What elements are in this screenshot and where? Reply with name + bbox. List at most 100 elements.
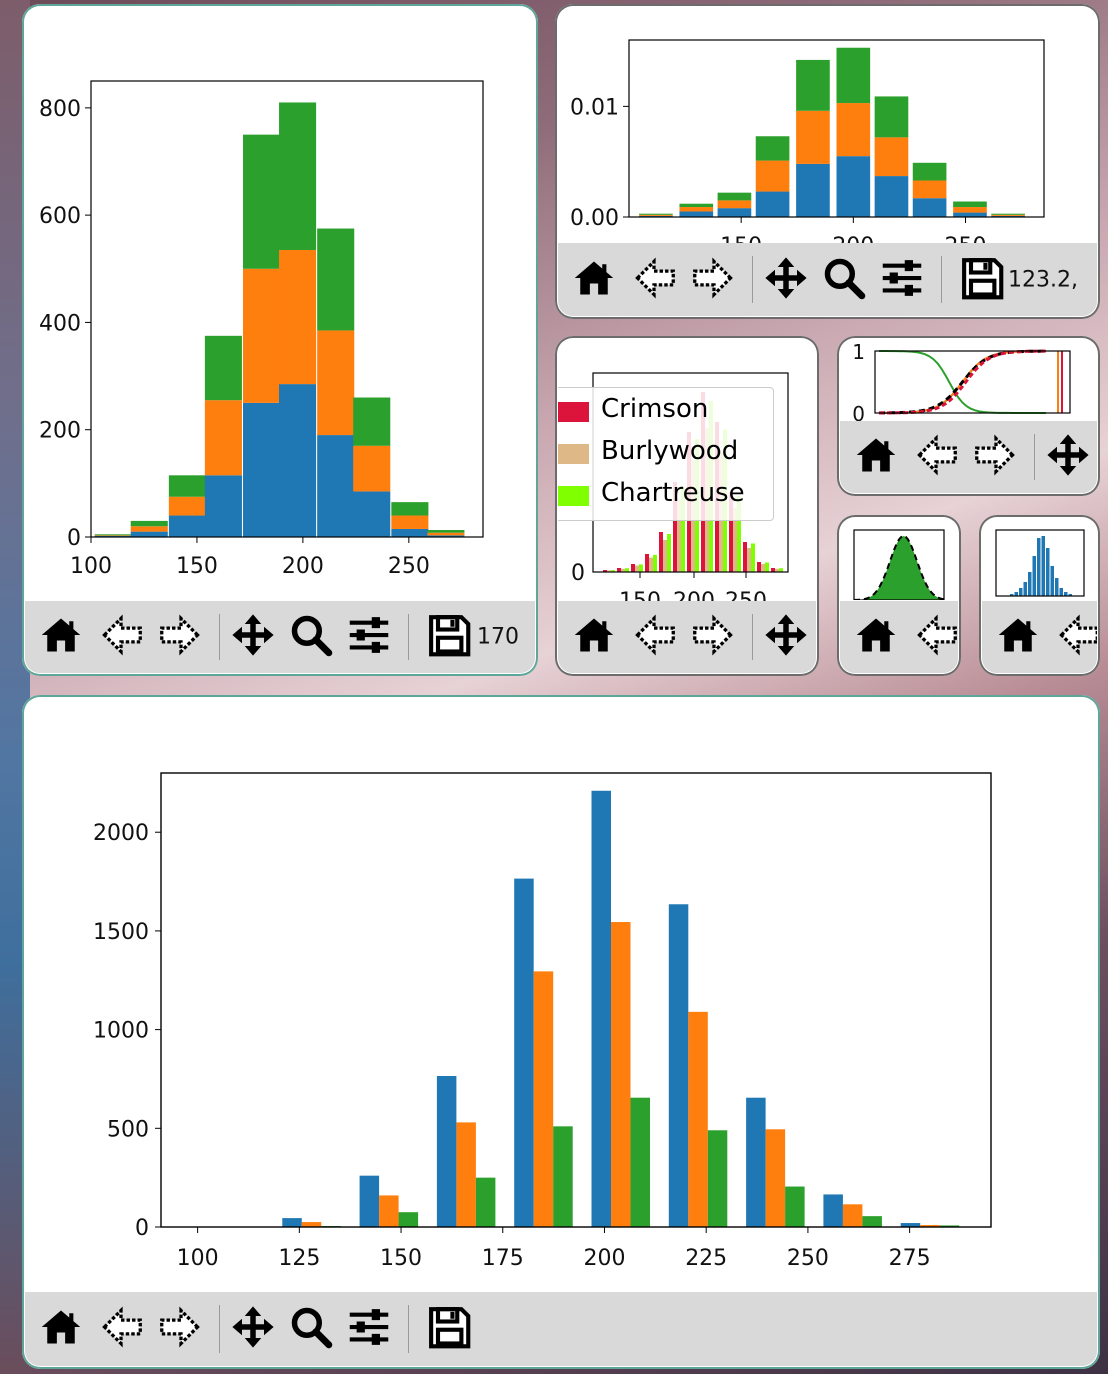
figure-window-legend-bars[interactable]: 0 150 200 250 Crimson Burlywood Chartreuse <box>555 336 819 676</box>
x-tick-label: 275 <box>889 1246 931 1271</box>
bar <box>667 534 671 572</box>
home-icon[interactable] <box>854 433 898 481</box>
back-arrow-icon[interactable] <box>99 613 143 661</box>
save-icon[interactable] <box>960 256 1004 304</box>
histogram-bar <box>611 922 631 1227</box>
legend-label: Chartreuse <box>601 478 745 508</box>
navigation-toolbar <box>840 601 958 673</box>
zoom-icon[interactable] <box>289 613 333 661</box>
histogram-bar <box>912 198 947 217</box>
forward-arrow-icon[interactable] <box>692 613 736 661</box>
y-tick-label: 0 <box>67 526 81 551</box>
home-icon[interactable] <box>39 1305 83 1353</box>
forward-arrow-icon[interactable] <box>159 613 203 661</box>
back-arrow-icon[interactable] <box>914 613 958 661</box>
histogram-bar <box>836 103 871 157</box>
pan-icon[interactable] <box>764 256 808 304</box>
back-arrow-icon[interactable] <box>632 613 676 661</box>
y-tick-label: 0.01 <box>570 95 619 120</box>
x-tick-label: 200 <box>673 589 715 601</box>
histogram-bar <box>679 207 714 212</box>
forward-arrow-icon[interactable] <box>692 256 736 304</box>
bar <box>659 532 663 572</box>
histogram-bar <box>427 535 465 537</box>
histogram-bar <box>1041 536 1045 596</box>
figure-window-density-histogram[interactable]: 0.00 0.01 150 200 250 123.2, <box>555 4 1100 319</box>
histogram-bar <box>317 228 355 331</box>
home-icon[interactable] <box>39 613 83 661</box>
y-tick-label: 400 <box>39 311 81 336</box>
figure-window-filled-density[interactable] <box>837 515 961 676</box>
histogram-bar <box>836 47 871 104</box>
histogram-bar <box>204 335 242 401</box>
histogram-bar <box>456 1122 476 1227</box>
histogram-bar <box>912 162 947 181</box>
toolbar-separator <box>408 1305 409 1353</box>
back-arrow-icon[interactable] <box>1056 613 1097 661</box>
pan-icon[interactable] <box>1046 433 1090 481</box>
histogram-bar <box>379 1195 399 1227</box>
pan-icon[interactable] <box>231 613 275 661</box>
legend-swatch-crimson <box>558 402 589 422</box>
histogram-bar <box>755 160 790 192</box>
configure-subplots-icon[interactable] <box>347 1305 391 1353</box>
configure-subplots-icon[interactable] <box>347 613 391 661</box>
y-tick-label: 1 <box>852 340 865 364</box>
zoom-icon[interactable] <box>822 256 866 304</box>
bar <box>625 568 629 572</box>
histogram-bar <box>130 520 168 527</box>
bar <box>729 492 733 572</box>
histogram-bar <box>796 110 830 164</box>
home-icon[interactable] <box>854 613 898 661</box>
histogram-bar <box>168 475 206 497</box>
bar <box>747 548 751 572</box>
configure-subplots-icon[interactable] <box>880 256 924 304</box>
plot-frame <box>628 39 1045 218</box>
figure-window-stacked-histogram[interactable]: 0 200 400 600 800 100 150 200 250 170 <box>22 4 538 676</box>
forward-arrow-icon[interactable] <box>974 433 1018 481</box>
histogram-bar <box>1019 588 1023 596</box>
y-tick-label: 0 <box>571 561 585 586</box>
x-tick-label: 100 <box>70 554 112 579</box>
bar <box>761 564 765 572</box>
histogram-bar <box>765 1129 786 1227</box>
pan-icon[interactable] <box>231 1305 275 1353</box>
save-icon[interactable] <box>427 613 471 661</box>
histogram-bar <box>168 515 206 537</box>
figure-window-grouped-histogram[interactable]: 0 500 1000 1500 2000 100 125 150 175 200 225 250 275 <box>22 695 1100 1369</box>
histogram-bar <box>953 212 987 217</box>
toolbar-separator <box>219 1305 220 1353</box>
home-icon[interactable] <box>572 256 616 304</box>
histogram-bar <box>1037 538 1041 596</box>
save-icon[interactable] <box>427 1305 471 1353</box>
y-tick-label: 800 <box>39 97 81 122</box>
back-arrow-icon[interactable] <box>914 433 958 481</box>
forward-arrow-icon[interactable] <box>159 1305 203 1353</box>
chart-legend: Crimson Burlywood Chartreuse <box>558 387 774 521</box>
histogram-bar <box>679 211 714 217</box>
histogram-bar <box>130 531 168 537</box>
histogram-bar <box>243 134 281 269</box>
histogram-bar <box>317 435 355 537</box>
home-icon[interactable] <box>572 613 616 661</box>
x-tick-label: 100 <box>177 1246 219 1271</box>
histogram-bar <box>717 208 752 217</box>
histogram-bar <box>427 530 465 533</box>
back-arrow-icon[interactable] <box>632 256 676 304</box>
navigation-toolbar <box>982 601 1097 673</box>
zoom-icon[interactable] <box>289 1305 333 1353</box>
pan-icon[interactable] <box>764 613 808 661</box>
histogram-bar <box>130 526 168 532</box>
navigation-toolbar: 170 <box>25 601 535 673</box>
legend-label: Burlywood <box>601 436 739 466</box>
bar <box>653 554 657 572</box>
back-arrow-icon[interactable] <box>99 1305 143 1353</box>
figure-window-small-histogram[interactable] <box>979 515 1100 676</box>
legend-label: Crimson <box>601 394 709 424</box>
home-icon[interactable] <box>996 613 1040 661</box>
x-tick-label: 250 <box>944 234 986 243</box>
bar <box>611 570 615 572</box>
x-tick-label: 200 <box>583 1246 625 1271</box>
bar <box>673 482 677 572</box>
